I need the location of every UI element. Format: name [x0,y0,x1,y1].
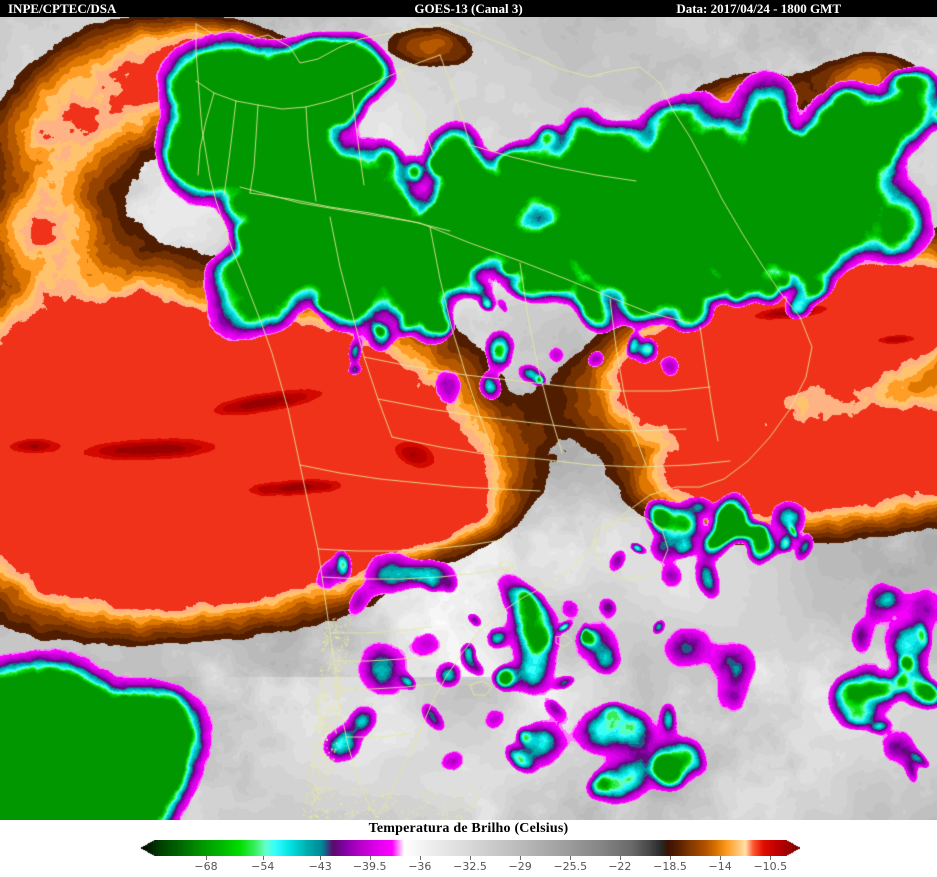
colorbar-tick-label: −22 [608,860,632,873]
colorbar-tick-label: −68 [194,860,218,873]
colorbar-tick [369,856,371,860]
satellite-label: GOES-13 (Canal 3) [414,1,523,16]
colorbar-tick [262,856,264,860]
colorbar-tick [470,856,471,860]
colorbar-tick [669,856,671,860]
colorbar-gradient [140,840,800,856]
colorbar-tick-label: −39.5 [352,860,387,873]
colorbar-tick [720,856,722,860]
colorbar-tick [520,856,522,860]
colorbar-tick-label: −18.5 [653,860,687,873]
colorbar-canvas [140,840,800,856]
colorbar-tick [770,856,772,860]
colorbar-tick [419,856,421,860]
colorbar-tick-labels: −68 −54 −43 −39.5 −36 −32.5 −29 −25.5 −22 −18.5 −1… [0,860,937,876]
colorbar-tick-label: −54 [251,860,275,873]
agency-label: INPE/CPTEC/DSA [8,1,117,16]
colorbar-tick [570,856,572,860]
colorbar-tick-label: −14 [708,860,732,873]
colorbar-title: Temperatura de Brilho (Celsius) [368,821,569,836]
colorbar-tick-label: −36 [408,860,432,873]
colorbar-tick-label: −25.5 [553,860,588,873]
datetime-label: Data: 2017/04/24 - 1800 GMT [676,1,841,16]
colorbar-tick [320,856,322,860]
colorbar-tick [206,856,207,860]
colorbar-block: Temperatura de Brilho (Celsius) −68 −54 −4… [0,820,937,877]
satellite-image-canvas [0,17,937,820]
colorbar-tick [619,856,621,860]
colorbar-tick-label: −29 [508,860,532,873]
header-bar: INPE/CPTEC/DSA GOES-13 (Canal 3) Data: 2… [0,0,937,17]
colorbar-ticks [140,856,800,862]
colorbar-tick-label: −43 [308,860,332,873]
colorbar-tick-label: −32.5 [453,860,487,873]
colorbar-tick-label: −10.5 [753,860,788,873]
satellite-image [0,17,937,820]
